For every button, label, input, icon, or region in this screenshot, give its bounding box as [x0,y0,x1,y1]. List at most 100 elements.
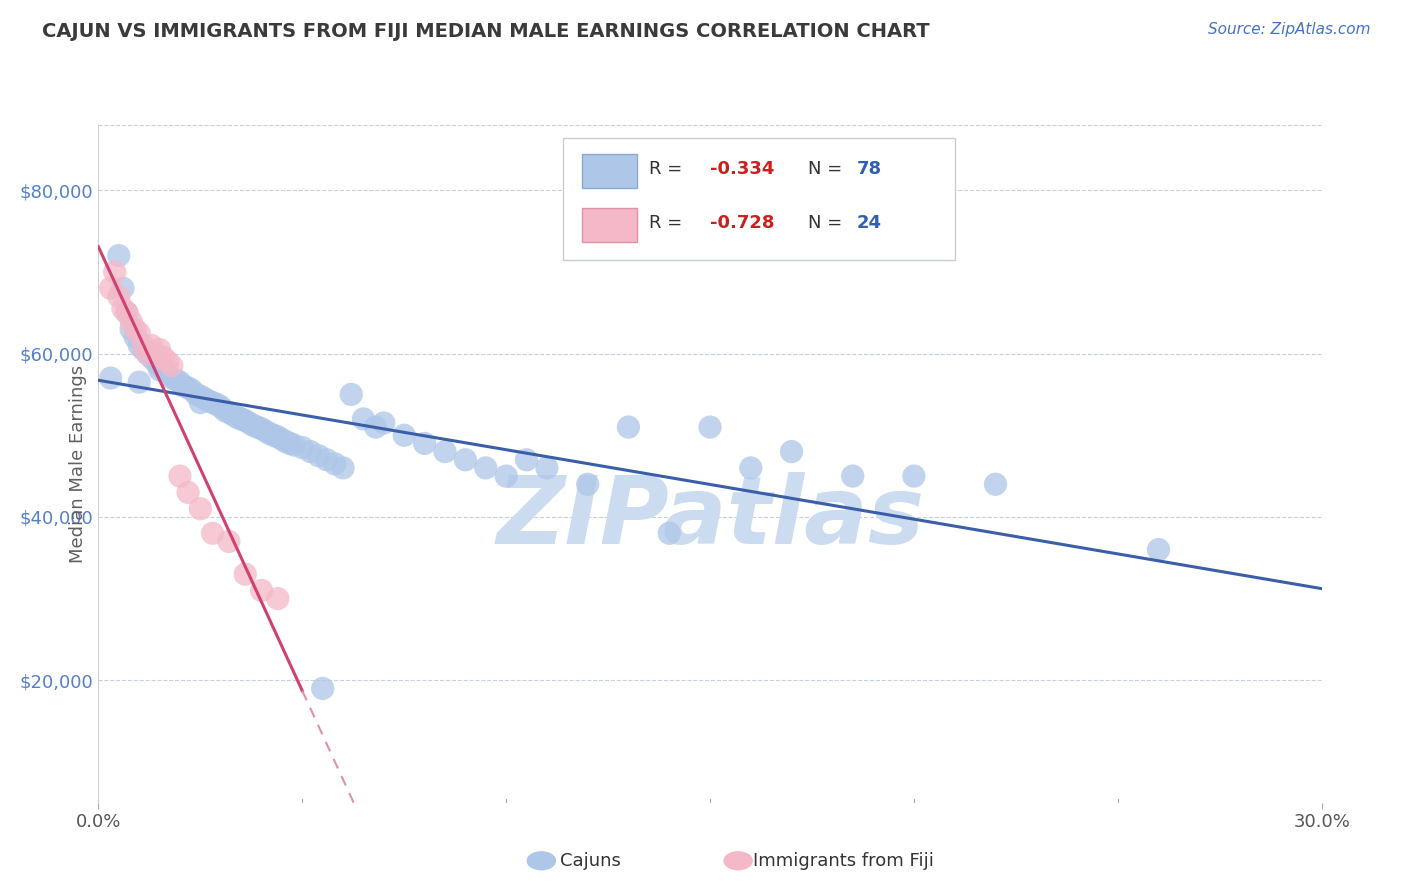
Point [205,397,228,411]
Point [323,457,346,471]
Point [108,249,131,263]
Point [141,351,163,365]
Point [124,330,146,344]
Point [576,477,599,491]
Point [373,416,395,430]
Point [740,461,762,475]
Point [128,338,150,352]
Text: CAJUN VS IMMIGRANTS FROM FIJI MEDIAN MALE EARNINGS CORRELATION CHART: CAJUN VS IMMIGRANTS FROM FIJI MEDIAN MAL… [42,22,929,41]
Point [169,469,191,483]
Point [254,424,277,438]
Point [111,301,134,316]
Point [177,381,200,395]
Point [536,461,558,475]
Point [274,434,297,449]
Point [250,583,273,598]
Point [434,444,457,458]
Point [169,375,191,389]
Point [658,526,681,541]
Point [120,322,142,336]
Point [242,418,264,433]
Point [160,359,183,373]
FancyBboxPatch shape [564,138,955,260]
Point [188,501,212,516]
Point [177,485,200,500]
Point [152,363,174,377]
Point [193,392,215,406]
Point [226,410,249,425]
Point [267,591,290,606]
Point [352,412,374,426]
Point [214,403,236,417]
Point [149,359,172,373]
Text: N =: N = [808,160,848,178]
Point [263,428,285,442]
Point [903,469,925,483]
Point [984,477,1007,491]
Text: -0.334: -0.334 [710,160,775,178]
Text: ZIPatlas: ZIPatlas [496,472,924,564]
Point [270,433,294,447]
Point [291,441,314,455]
Point [267,430,290,444]
Point [173,379,195,393]
Point [160,371,183,385]
Point [145,355,167,369]
Point [104,265,127,279]
Point [136,346,159,360]
Point [315,452,337,467]
Point [186,387,208,401]
Point [780,444,803,458]
Point [156,355,179,369]
Point [149,343,172,357]
Point [841,469,863,483]
Point [111,281,134,295]
Point [516,452,538,467]
Point [128,326,150,340]
Point [201,395,224,409]
Point [250,422,273,436]
Point [1147,542,1170,557]
Point [124,322,146,336]
Text: 78: 78 [856,160,882,178]
Point [332,461,354,475]
Text: -0.728: -0.728 [710,214,775,232]
Text: Source: ZipAtlas.com: Source: ZipAtlas.com [1208,22,1371,37]
Point [454,452,477,467]
Point [197,393,219,408]
Point [145,346,167,360]
Text: N =: N = [808,214,848,232]
Point [312,681,335,696]
Point [283,438,305,452]
Point [100,371,122,385]
Point [209,400,232,414]
Point [278,436,301,450]
Point [181,384,204,398]
Point [246,420,269,434]
Point [699,420,721,434]
Point [299,444,322,458]
Point [340,387,363,401]
Point [238,416,260,430]
Point [149,363,172,377]
Point [259,426,281,441]
Text: R =: R = [650,214,688,232]
FancyBboxPatch shape [582,208,637,242]
Point [108,289,131,303]
Point [233,413,256,427]
Point [115,306,138,320]
Point [231,412,253,426]
Point [413,436,436,450]
Point [218,534,240,549]
Point [188,395,212,409]
Text: R =: R = [650,160,688,178]
Point [233,567,256,582]
Point [188,389,212,403]
Point [364,420,387,434]
Point [132,343,155,357]
Text: Immigrants from Fiji: Immigrants from Fiji [754,852,934,870]
Point [218,405,240,419]
Y-axis label: Median Male Earnings: Median Male Earnings [69,365,87,563]
Point [156,367,179,381]
Point [617,420,640,434]
